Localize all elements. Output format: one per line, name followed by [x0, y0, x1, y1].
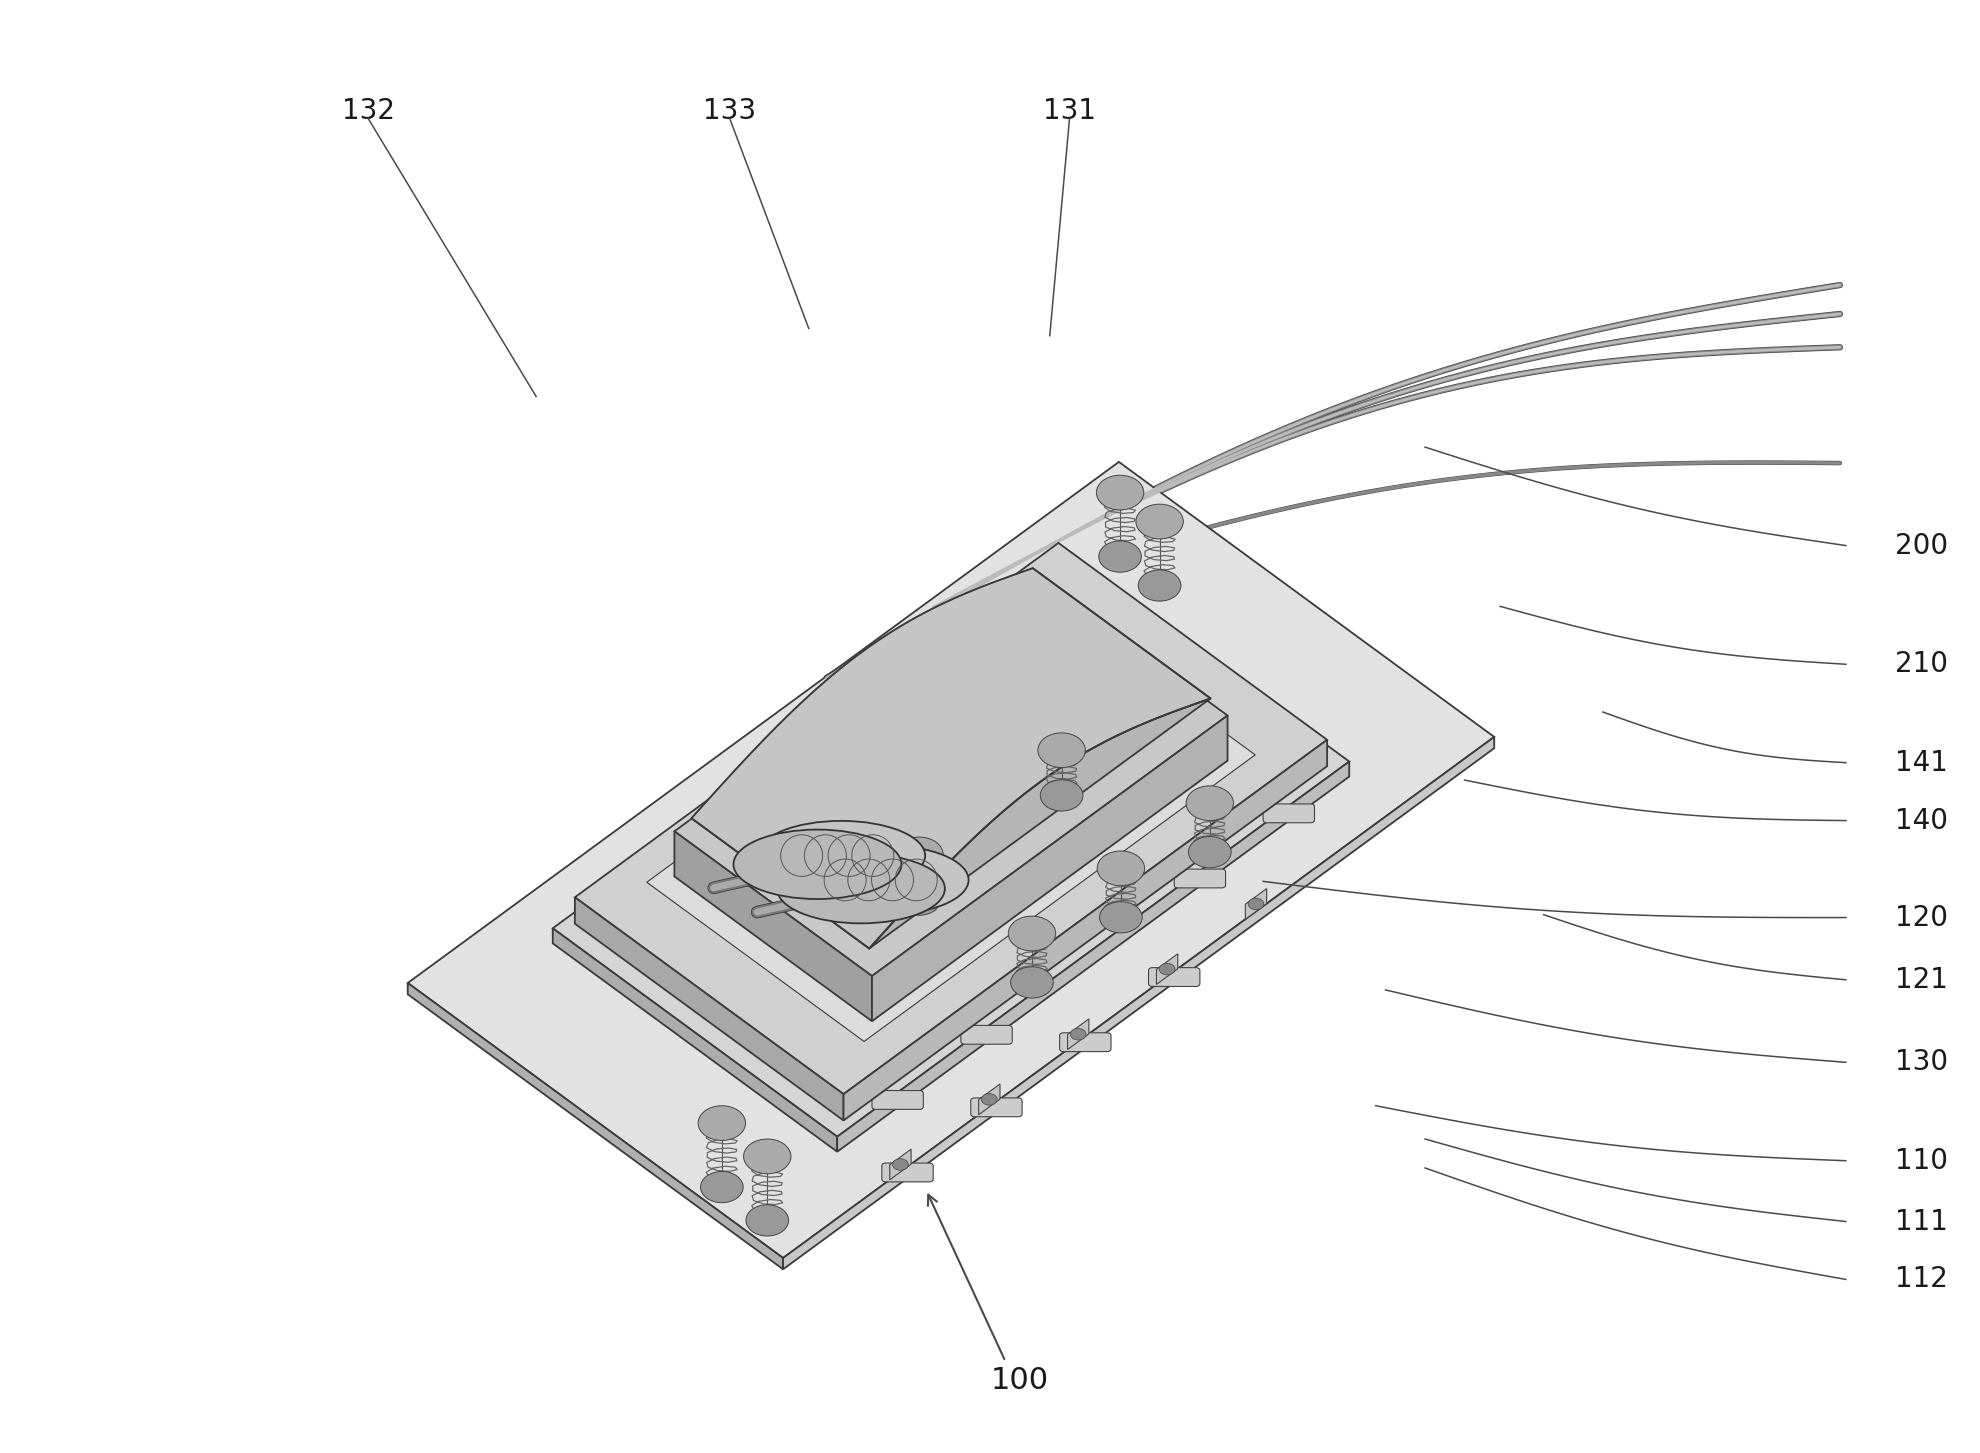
Circle shape: [1099, 902, 1142, 933]
Polygon shape: [691, 818, 869, 949]
Polygon shape: [903, 724, 1117, 895]
Circle shape: [980, 1094, 996, 1106]
Polygon shape: [891, 721, 950, 773]
Circle shape: [1097, 851, 1144, 886]
Circle shape: [1040, 780, 1083, 811]
Polygon shape: [782, 737, 1493, 1270]
Circle shape: [1186, 786, 1234, 821]
Circle shape: [746, 1205, 788, 1237]
Text: 110: 110: [1895, 1146, 1946, 1174]
Polygon shape: [891, 695, 986, 764]
Polygon shape: [1174, 634, 1186, 658]
Polygon shape: [552, 928, 838, 1152]
Ellipse shape: [776, 854, 944, 923]
Text: 111: 111: [1895, 1207, 1946, 1235]
FancyBboxPatch shape: [1174, 869, 1226, 888]
Text: 120: 120: [1895, 904, 1946, 931]
Circle shape: [893, 1158, 909, 1170]
Ellipse shape: [756, 821, 925, 891]
Polygon shape: [1125, 599, 1137, 622]
Polygon shape: [784, 636, 1117, 881]
Text: 121: 121: [1895, 966, 1946, 994]
Circle shape: [1138, 570, 1180, 602]
Circle shape: [742, 1139, 790, 1174]
Ellipse shape: [800, 846, 968, 915]
Polygon shape: [861, 804, 897, 838]
Polygon shape: [1004, 699, 1040, 734]
Polygon shape: [1156, 953, 1178, 985]
Polygon shape: [645, 596, 1255, 1042]
Circle shape: [1247, 898, 1263, 910]
Polygon shape: [802, 760, 897, 830]
Polygon shape: [552, 554, 1348, 1136]
FancyBboxPatch shape: [1059, 1033, 1111, 1052]
Polygon shape: [408, 984, 782, 1270]
Polygon shape: [1067, 1019, 1089, 1049]
Text: 200: 200: [1895, 532, 1948, 559]
Circle shape: [1188, 837, 1230, 867]
Circle shape: [1038, 732, 1085, 767]
Polygon shape: [1273, 706, 1285, 731]
Polygon shape: [1224, 670, 1236, 695]
Circle shape: [897, 883, 940, 915]
Polygon shape: [1032, 568, 1210, 699]
Ellipse shape: [733, 830, 901, 899]
Polygon shape: [944, 655, 1040, 725]
Text: 133: 133: [703, 97, 756, 125]
Circle shape: [895, 837, 942, 872]
FancyBboxPatch shape: [1148, 968, 1200, 987]
Text: 131: 131: [1043, 97, 1095, 125]
Polygon shape: [1245, 889, 1265, 920]
Polygon shape: [950, 738, 986, 773]
Circle shape: [1135, 504, 1182, 539]
Text: 100: 100: [990, 1366, 1049, 1395]
Circle shape: [1158, 963, 1174, 975]
Polygon shape: [944, 681, 1004, 734]
Polygon shape: [843, 740, 1327, 1120]
Text: 140: 140: [1895, 806, 1946, 834]
Circle shape: [1099, 541, 1140, 572]
Polygon shape: [574, 543, 1327, 1094]
Polygon shape: [691, 568, 1210, 949]
Circle shape: [701, 1171, 742, 1203]
Text: 130: 130: [1895, 1048, 1948, 1077]
Polygon shape: [871, 715, 1228, 1021]
Circle shape: [1010, 966, 1053, 998]
Polygon shape: [408, 462, 1493, 1258]
Polygon shape: [574, 898, 843, 1120]
Polygon shape: [673, 831, 871, 1021]
Circle shape: [1069, 1029, 1085, 1040]
Text: 112: 112: [1895, 1266, 1946, 1293]
Circle shape: [1095, 475, 1142, 510]
Polygon shape: [784, 793, 903, 895]
Text: 141: 141: [1895, 748, 1946, 777]
Polygon shape: [673, 571, 1228, 976]
FancyBboxPatch shape: [871, 1091, 923, 1109]
Polygon shape: [889, 1149, 911, 1180]
FancyBboxPatch shape: [881, 1162, 933, 1181]
Text: 132: 132: [343, 97, 394, 125]
Circle shape: [697, 1106, 744, 1141]
FancyBboxPatch shape: [1263, 804, 1315, 822]
Circle shape: [1008, 915, 1055, 950]
Text: 210: 210: [1895, 651, 1946, 679]
Polygon shape: [978, 1084, 1000, 1114]
FancyBboxPatch shape: [970, 1098, 1022, 1117]
Polygon shape: [869, 699, 1210, 949]
Polygon shape: [838, 761, 1348, 1152]
Polygon shape: [802, 786, 861, 838]
FancyBboxPatch shape: [960, 1026, 1012, 1045]
